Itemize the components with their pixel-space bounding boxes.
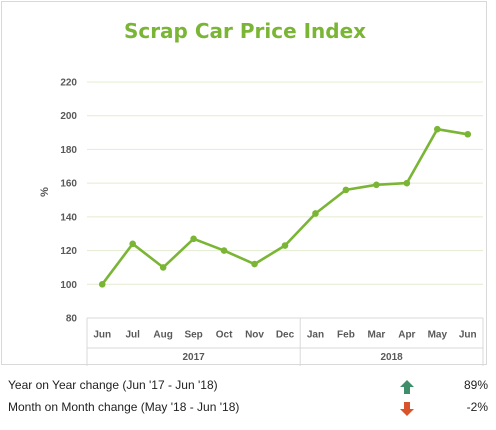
data-points [98, 125, 472, 288]
x-tick-label: Mar [367, 330, 385, 341]
y-tick-label: 180 [60, 145, 77, 156]
x-tick-label: Jan [307, 330, 324, 341]
y-tick-label: 120 [60, 246, 77, 257]
x-axis: Jun Jul Aug Sep Oct Nov Dec Jan Feb Mar Apr May Jun 2… [86, 317, 484, 366]
x-tick-label: Dec [276, 330, 295, 341]
y-tick-label: 220 [60, 78, 77, 89]
x-tick-label: Feb [337, 330, 355, 341]
x-tick-label: Jun [93, 330, 111, 341]
chart-title: Scrap Car Price Index [124, 19, 366, 43]
data-point [159, 264, 167, 271]
x-tick-label: Oct [216, 330, 233, 341]
stat-label: Month on Month change (May '18 - Jun '18… [8, 400, 240, 414]
data-point [464, 130, 472, 138]
data-point [342, 186, 350, 194]
arrow-down-icon [400, 402, 414, 416]
chart-frame: Scrap Car Price Index 80 100 120 140 160 180 2… [1, 1, 487, 366]
y-tick-label: 100 [60, 280, 77, 291]
gridlines [87, 81, 483, 285]
x-tick-label: Aug [153, 330, 172, 341]
data-point [220, 247, 228, 254]
stat-value: 89% [463, 378, 488, 392]
line-chart: Scrap Car Price Index 80 100 120 140 160 180 2… [39, 19, 484, 366]
data-point [190, 235, 197, 243]
data-point [373, 181, 380, 189]
data-point [403, 179, 411, 187]
data-point [251, 260, 258, 268]
data-point [281, 242, 289, 249]
x-group-label: 2017 [182, 352, 205, 363]
x-tick-label: Sep [184, 330, 202, 341]
data-point [129, 240, 136, 248]
y-tick-labels: 80 100 120 140 160 180 200 220 [60, 78, 77, 325]
arrow-up-icon [400, 380, 414, 394]
stat-row-yoy: Year on Year change (Jun '17 - Jun '18) … [8, 378, 488, 396]
series-line [101, 127, 469, 286]
stat-label: Year on Year change (Jun '17 - Jun '18) [8, 378, 218, 392]
data-point [434, 125, 441, 133]
y-tick-label: 80 [66, 314, 78, 325]
x-tick-label: Jun [459, 330, 477, 341]
x-tick-label: Jul [125, 330, 140, 341]
stat-value: -2% [466, 400, 488, 414]
x-group-label: 2018 [380, 352, 403, 363]
data-point [98, 280, 106, 288]
x-tick-label: Nov [245, 330, 264, 341]
x-tick-label: Apr [398, 330, 415, 341]
y-tick-label: 160 [60, 179, 77, 190]
y-axis-label: % [39, 187, 51, 197]
y-tick-label: 140 [60, 212, 77, 223]
stat-row-mom: Month on Month change (May '18 - Jun '18… [8, 400, 488, 418]
series-line-path [101, 127, 469, 286]
data-point [312, 210, 319, 217]
y-tick-label: 200 [60, 111, 77, 122]
x-tick-label: May [428, 330, 448, 341]
